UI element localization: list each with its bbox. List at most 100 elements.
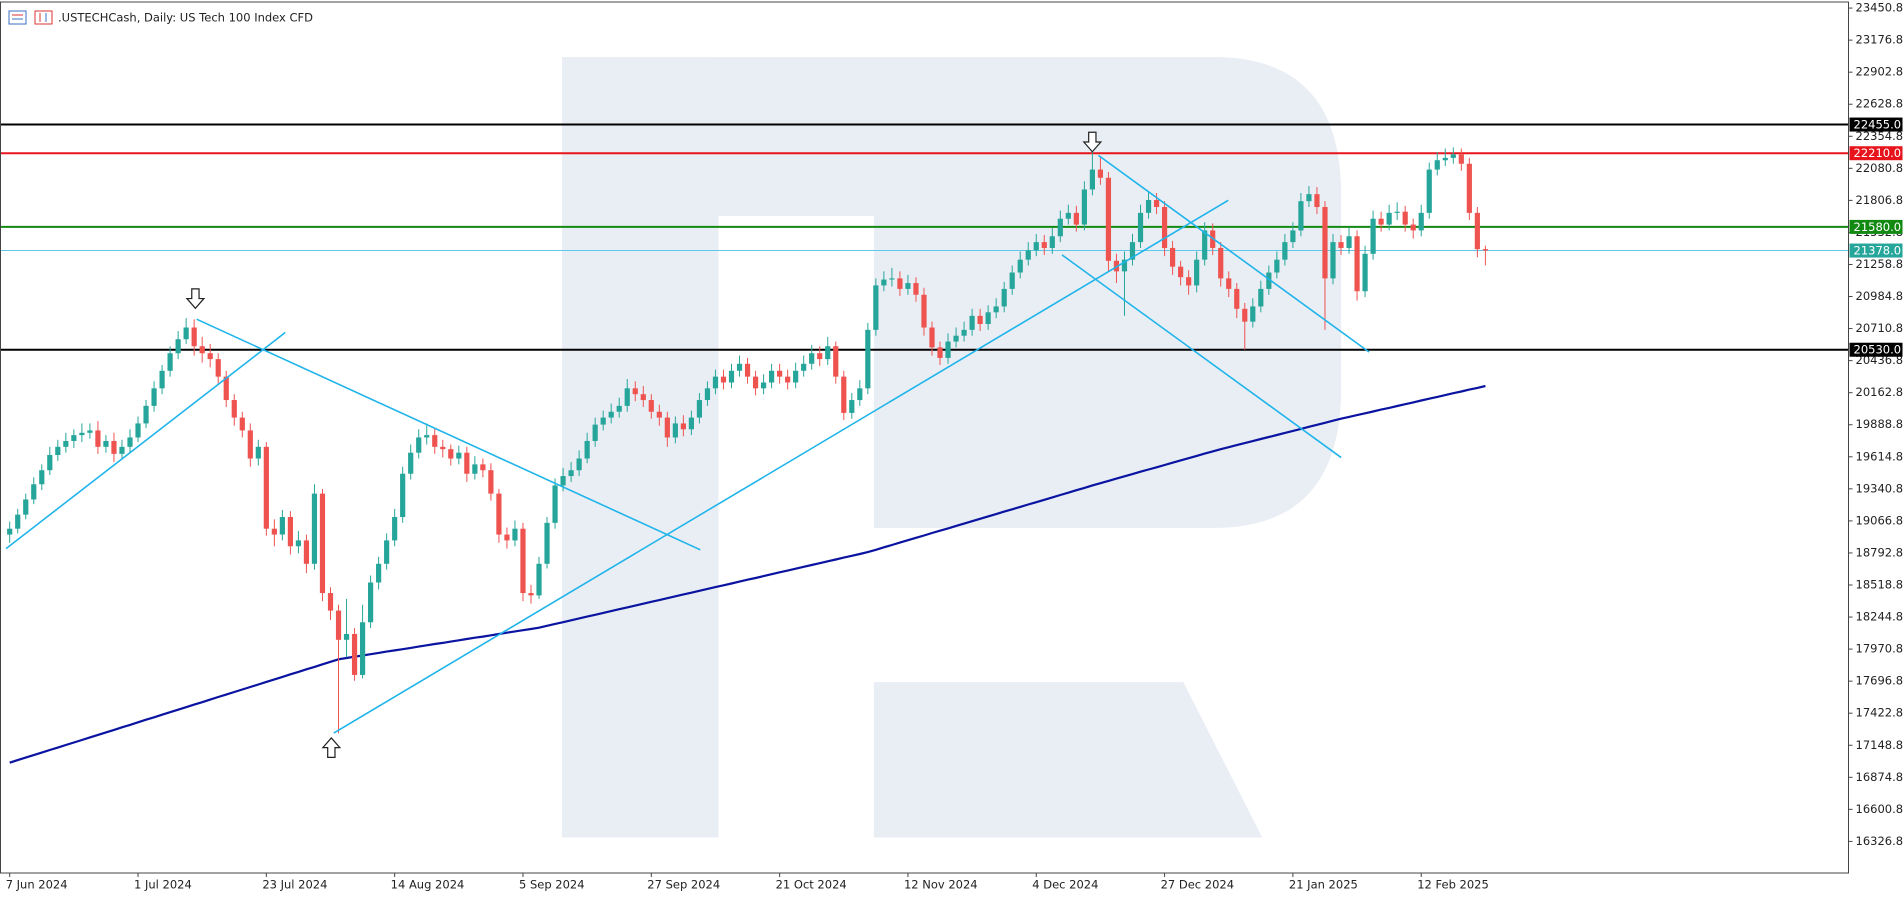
- trendline: [1061, 254, 1342, 459]
- candle-body: [760, 382, 767, 389]
- candle-body: [295, 540, 302, 547]
- candle-body: [1370, 218, 1376, 254]
- candle-body: [1097, 169, 1104, 178]
- candle-body: [1306, 194, 1312, 202]
- candle-body: [1322, 207, 1328, 279]
- candle-body: [1161, 207, 1168, 248]
- y-tick-label: 17422.8: [1856, 706, 1903, 720]
- y-tick-label: 22354.8: [1856, 129, 1903, 143]
- candle-body: [1274, 259, 1280, 273]
- x-tick-label: 14 Aug 2024: [391, 878, 465, 892]
- candle-body: [79, 432, 85, 436]
- candle-body: [167, 353, 173, 371]
- candle-body: [303, 540, 310, 564]
- candle-body: [953, 335, 959, 342]
- candle-body: [985, 312, 991, 324]
- y-tick-label: 16874.8: [1856, 770, 1903, 784]
- candle-body: [1266, 272, 1272, 289]
- candle-body: [544, 522, 550, 564]
- y-tick-label: 21258.8: [1856, 257, 1903, 271]
- candle-body: [937, 347, 943, 358]
- candle-body: [921, 294, 927, 328]
- x-tick-label: 21 Jan 2025: [1289, 878, 1358, 892]
- candle-body: [215, 359, 221, 377]
- y-tick-label: 18792.8: [1856, 545, 1903, 559]
- candle-body: [400, 473, 406, 518]
- icon: [8, 10, 27, 25]
- level-tag-label: 22210.0: [1854, 146, 1902, 160]
- candle-body: [432, 435, 438, 447]
- candle-body: [1298, 201, 1304, 231]
- arrows: [185, 131, 1103, 758]
- candle-body: [231, 400, 237, 418]
- candle-body: [1145, 200, 1152, 213]
- candle-body: [1386, 212, 1392, 225]
- candle-body: [825, 346, 831, 360]
- candle-body: [151, 388, 157, 406]
- y-tick-label: 20984.8: [1856, 289, 1903, 303]
- candle-body: [528, 593, 534, 596]
- candle-body: [913, 283, 919, 295]
- candle-body: [801, 363, 807, 371]
- y-tick-label: 22080.8: [1856, 161, 1903, 175]
- candle-body: [865, 329, 871, 389]
- candle-body: [199, 346, 205, 354]
- y-tick-label: 23450.8: [1856, 1, 1903, 15]
- level-tag-label: 21580.0: [1854, 220, 1902, 234]
- candle-body: [1049, 236, 1055, 248]
- y-tick-label: 17970.8: [1856, 642, 1903, 656]
- candle-body: [512, 528, 518, 541]
- candle-body: [1258, 288, 1264, 307]
- candle-body: [263, 446, 269, 529]
- candle-body: [552, 485, 558, 523]
- candle-body: [368, 582, 374, 623]
- candle-body: [1290, 230, 1296, 243]
- candle-body: [135, 423, 141, 438]
- candle-body: [1089, 169, 1095, 190]
- candle-body: [311, 493, 318, 564]
- y-tick-label: 21806.8: [1856, 193, 1903, 207]
- watermark-leg: [873, 682, 1263, 838]
- candle-body: [664, 417, 670, 438]
- candle-body: [359, 622, 366, 675]
- candle-body: [712, 376, 719, 389]
- y-tick-label: 19614.8: [1856, 449, 1903, 463]
- candle-body: [720, 376, 727, 383]
- y-tick-label: 19340.8: [1856, 481, 1903, 495]
- candle-body: [897, 278, 903, 289]
- candle-body: [728, 370, 735, 383]
- y-tick-label: 22628.8: [1856, 97, 1903, 111]
- candle-body: [1121, 259, 1128, 272]
- watermark: [561, 57, 1342, 838]
- trendlines: [5, 154, 1370, 734]
- candle-body: [55, 446, 61, 456]
- candle-body: [87, 430, 93, 433]
- level-tag-label: 22455.0: [1854, 118, 1902, 132]
- candle-body: [1402, 211, 1408, 225]
- trendline: [333, 199, 1229, 734]
- candle-body: [736, 363, 743, 371]
- candle-body: [1330, 242, 1336, 279]
- candle-body: [1450, 154, 1456, 158]
- candle-body: [1065, 212, 1071, 219]
- candle-body: [520, 528, 526, 594]
- candle-body: [127, 437, 133, 447]
- level-tag: [1849, 243, 1903, 258]
- candle-body: [857, 388, 863, 401]
- candle-body: [640, 394, 646, 401]
- y-tick-label: 18244.8: [1856, 610, 1903, 624]
- moving-average: [9, 384, 1486, 764]
- icon: [34, 10, 53, 25]
- x-tick-label: 4 Dec 2024: [1032, 878, 1098, 892]
- candle-body: [704, 388, 711, 401]
- candle-body: [1346, 236, 1352, 248]
- candle-body: [616, 405, 622, 412]
- candle-body: [39, 470, 45, 485]
- arrow-down: [1082, 131, 1103, 153]
- candle-body: [1194, 259, 1200, 286]
- candle-body: [969, 315, 975, 330]
- candle-body: [817, 353, 823, 360]
- candle-body: [111, 440, 117, 454]
- x-tick-label: 27 Sep 2024: [647, 878, 720, 892]
- candle-body: [680, 423, 686, 430]
